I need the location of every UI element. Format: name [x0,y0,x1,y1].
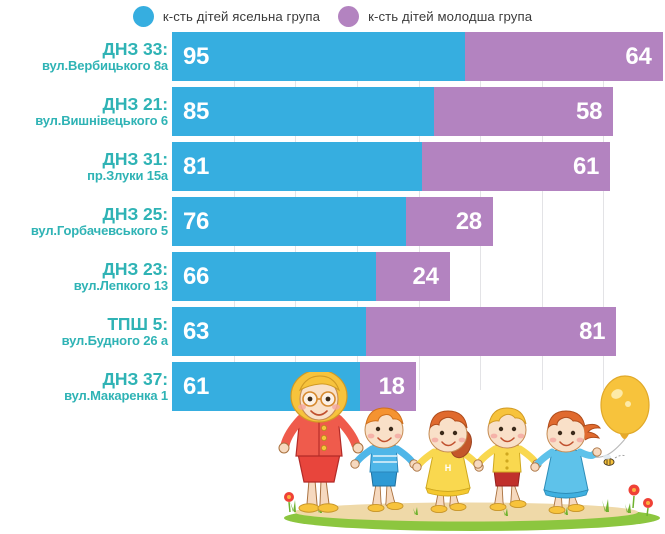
gridline [541,32,543,390]
bar-segment-purple[interactable]: 58 [434,87,614,136]
row-label: ДНЗ 37: вул.Макаренка 1 [0,362,168,411]
row-label: ДНЗ 21: вул.Вишнівецького 6 [0,87,168,136]
row-label-address: вул.Макаренка 1 [64,387,168,403]
row-label: ДНЗ 23: вул.Лепкого 13 [0,252,168,301]
bar-row: ДНЗ 33: вул.Вербицького 8а 95 64 [0,32,665,81]
gridline [603,32,605,390]
svg-text:H: H [445,463,452,473]
stacked-bar: 66 24 [172,252,450,301]
row-label-name: ДНЗ 23: [102,259,168,280]
bar-value-label: 81 [183,152,210,180]
row-label-address: вул.Вербицького 8а [42,57,168,73]
bar-row: ДНЗ 23: вул.Лепкого 13 66 24 [0,252,665,301]
row-label-address: вул.Будного 26 а [61,332,169,348]
row-label: ДНЗ 33: вул.Вербицького 8а [0,32,168,81]
stacked-bar: 81 61 [172,142,611,191]
bar-segment-blue[interactable]: 85 [172,87,435,136]
stacked-bar: 76 28 [172,197,493,246]
legend-entry-1[interactable]: к-сть дітей молодша група [338,5,533,27]
bar-value-label: 61 [572,152,600,180]
child-3 [473,407,542,512]
row-label-name: ДНЗ 31: [102,149,168,170]
child-1 [350,407,419,513]
bar-value-label: 61 [183,372,210,400]
bar-segment-blue[interactable]: 63 [172,307,367,356]
bar-value-label: 95 [183,42,210,70]
bar-segment-purple[interactable]: 61 [421,142,611,191]
teacher-with-children-illustration: H [276,372,665,534]
row-label-address: пр.Злуки 15а [87,167,168,183]
circle-icon [132,5,154,27]
bar-value-label: 64 [625,42,652,70]
row-label-address: вул.Горбачевського 5 [30,222,168,238]
row-label-name: ДНЗ 33: [102,39,168,60]
bar-segment-purple[interactable]: 81 [366,307,617,356]
row-label: ДНЗ 25: вул.Горбачевського 5 [0,197,168,246]
bar-segment-blue[interactable]: 95 [172,32,466,81]
bar-row: ДНЗ 21: вул.Вишнівецького 6 85 58 [0,87,665,136]
legend-label: к-сть дітей молодша група [368,8,533,24]
row-label-name: ТПШ 5: [107,314,168,335]
row-label-address: вул.Лепкого 13 [73,277,168,293]
bar-value-label: 76 [183,207,210,235]
bar-segment-purple[interactable]: 64 [465,32,663,81]
pigtail [583,423,602,441]
bar-value-label: 85 [183,97,210,125]
row-label-name: ДНЗ 37: [102,369,168,390]
row-label: ДНЗ 31: пр.Злуки 15а [0,142,168,191]
row-label-name: ДНЗ 21: [102,94,168,115]
bar-segment-blue[interactable]: 81 [172,142,422,191]
flower-right-2 [643,498,653,517]
bar-row: ДНЗ 31: пр.Злуки 15а 81 61 [0,142,665,191]
row-label: ТПШ 5: вул.Будного 26 а [0,307,169,356]
bar-value-label: 18 [378,372,405,400]
plot-area: ДНЗ 33: вул.Вербицького 8а 95 64 ДНЗ 21: вул.… [0,32,665,534]
legend-label: к-сть дітей ясельна група [162,8,321,24]
child-4 [530,410,602,515]
bar-segment-blue[interactable]: 76 [172,197,407,246]
bar-value-label: 28 [455,207,482,235]
row-label-address: вул.Вишнівецького 6 [35,112,168,128]
bar-rows: ДНЗ 33: вул.Вербицького 8а 95 64 ДНЗ 21: вул.… [0,32,665,417]
bar-row: ТПШ 5: вул.Будного 26 а 63 81 [0,307,665,356]
bar-segment-purple[interactable]: 24 [375,252,450,301]
bar-row: ДНЗ 25: вул.Горбачевського 5 76 28 [0,197,665,246]
row-label-name: ДНЗ 25: [102,204,168,225]
teacher-figure [278,372,364,513]
bar-segment-blue[interactable]: 66 [172,252,376,301]
bar-value-label: 24 [412,262,439,290]
bar-segment-purple[interactable]: 28 [406,197,493,246]
legend-entry-0[interactable]: к-сть дітей ясельна група [132,5,321,27]
bee [603,454,627,466]
bar-value-label: 81 [579,317,606,345]
bar-value-label: 66 [183,262,210,290]
flower-left [284,492,294,513]
bar-segment-purple[interactable]: 18 [360,362,416,411]
child-2: H [412,410,484,514]
stacked-bar: 95 64 [172,32,663,81]
stacked-bar: 85 58 [172,87,614,136]
stacked-bar: 63 81 [172,307,617,356]
bar-value-label: 63 [183,317,210,345]
balloon [588,375,650,458]
bar-value-label: 58 [576,97,603,125]
circle-icon [338,5,360,27]
flower-right-1 [628,484,640,509]
ground-path [294,502,638,522]
chart-legend: к-сть дітей ясельна група к-сть дітей мол… [0,0,665,32]
